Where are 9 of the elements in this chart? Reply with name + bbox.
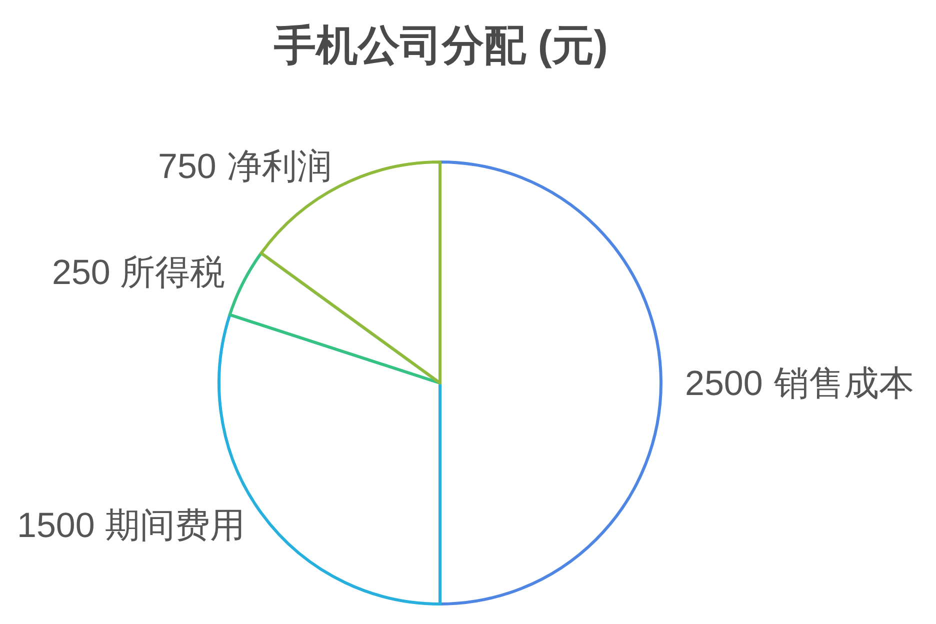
data-label: 2500: [685, 364, 763, 403]
slice-label: 期间费用: [105, 506, 245, 545]
data-label: 250: [52, 253, 110, 292]
slice-label: 净利润: [227, 147, 332, 186]
data-label: 750: [158, 147, 216, 186]
data-label: 1500: [17, 506, 95, 545]
chart-title: 手机公司分配 (元): [273, 22, 608, 69]
slice-label: 销售成本: [773, 364, 914, 403]
slice-label: 所得税: [120, 253, 225, 292]
